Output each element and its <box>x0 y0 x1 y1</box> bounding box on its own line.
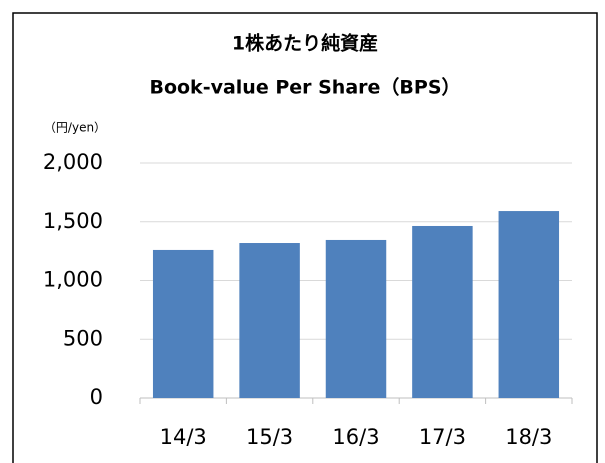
x-tick-label: 16/3 <box>332 425 379 449</box>
x-tick-label: 17/3 <box>419 425 466 449</box>
bar <box>325 239 387 398</box>
y-tick-label: 500 <box>63 326 103 350</box>
y-tick-label: 0 <box>90 385 103 409</box>
y-axis-label: （円/yen） <box>44 121 106 135</box>
x-tick-label: 15/3 <box>246 425 293 449</box>
chart-subtitle: Book-value Per Share（BPS） <box>149 76 460 99</box>
x-tick-label: 18/3 <box>505 425 552 449</box>
chart-title: 1株あたり純資産 <box>232 32 378 55</box>
y-tick-label: 1,000 <box>43 268 103 292</box>
bar <box>498 211 560 398</box>
y-tick-label: 2,000 <box>43 150 103 174</box>
x-tick-label: 14/3 <box>160 425 207 449</box>
bar <box>412 225 473 398</box>
y-tick-label: 1,500 <box>43 209 103 233</box>
bar <box>239 243 300 398</box>
bar <box>152 249 214 398</box>
